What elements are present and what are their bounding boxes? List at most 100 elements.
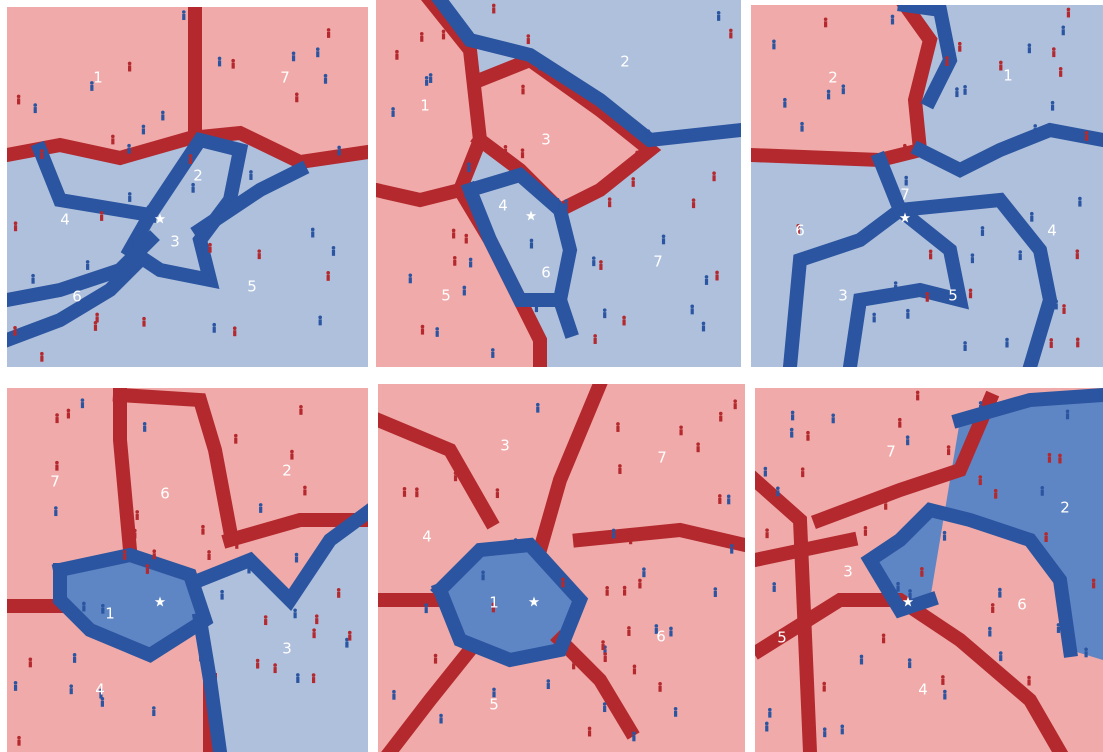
voter-head — [998, 588, 1002, 592]
voter-body — [327, 32, 330, 38]
voter-head — [521, 85, 525, 89]
voter-body — [538, 64, 541, 70]
district-label: 7 — [50, 473, 60, 491]
voter-head — [161, 111, 165, 115]
voter-body — [338, 149, 341, 155]
voter-head — [908, 658, 912, 662]
voter-body — [290, 454, 293, 460]
voter-body — [54, 510, 57, 516]
voter-head — [991, 603, 995, 607]
voter-head — [111, 135, 115, 139]
voter-body — [719, 416, 722, 422]
voter-body — [40, 153, 43, 159]
voter-head — [1058, 454, 1062, 458]
voter-body — [436, 331, 439, 337]
district-label: 3 — [843, 563, 853, 581]
district-label: 3 — [282, 640, 292, 658]
voter-head — [925, 292, 929, 296]
voter-body — [1085, 135, 1088, 141]
voter-head — [679, 425, 683, 429]
voter-head — [1044, 532, 1048, 536]
voter-head — [327, 28, 331, 32]
voter-body — [491, 352, 494, 358]
voter-head — [772, 582, 776, 586]
voter-head — [40, 352, 44, 356]
district-label: 7 — [280, 69, 290, 87]
voter-head — [669, 627, 673, 631]
voter-body — [1084, 651, 1087, 657]
voter-body — [806, 435, 809, 441]
voter-body — [999, 655, 1002, 661]
voter-head — [392, 690, 396, 694]
voter-head — [801, 467, 805, 471]
voter-head — [981, 226, 985, 230]
voter-body — [792, 328, 795, 334]
voter-head — [95, 313, 99, 317]
voter-body — [425, 80, 428, 86]
map-panel: 2176435 — [751, 5, 1103, 367]
voter-head — [768, 708, 772, 712]
voter-head — [312, 628, 316, 632]
voter-body — [622, 319, 625, 325]
voter-head — [133, 529, 137, 533]
voter-body — [128, 196, 131, 202]
voter-body — [941, 679, 944, 685]
voter-body — [929, 253, 932, 259]
voter-head — [906, 435, 910, 439]
voter-body — [191, 70, 194, 76]
voter-body — [1041, 490, 1044, 496]
voter-head — [631, 177, 635, 181]
voter-head — [1092, 579, 1096, 583]
voter-body — [588, 730, 591, 736]
voter-head — [33, 103, 37, 107]
voter-head — [469, 258, 473, 262]
voter-head — [1049, 338, 1053, 342]
voter-body — [1076, 341, 1079, 347]
voter-head — [316, 47, 320, 51]
voter-body — [712, 175, 715, 181]
voter-head — [1076, 338, 1080, 342]
voter-body — [603, 312, 606, 318]
voter-body — [86, 264, 89, 270]
voter-head — [943, 690, 947, 694]
voter-body — [415, 491, 418, 497]
voter-head — [894, 281, 898, 285]
voter-body — [345, 642, 348, 648]
voter-body — [627, 630, 630, 636]
voter-body — [55, 465, 58, 471]
voter-head — [191, 66, 195, 70]
voter-head — [800, 122, 804, 126]
voter-head — [439, 714, 443, 718]
voter-body — [1050, 342, 1053, 348]
voter-head — [705, 275, 709, 279]
voter-head — [1062, 304, 1066, 308]
voter-head — [638, 579, 642, 583]
voter-head — [969, 288, 973, 292]
voter-body — [1055, 303, 1058, 309]
voter-head — [299, 405, 303, 409]
voter-head — [588, 727, 592, 731]
voter-head — [292, 51, 296, 55]
figure: 172436521346752176435762134374165723564 — [0, 0, 1103, 752]
voter-head — [955, 87, 959, 91]
voter-body — [692, 202, 695, 208]
district-label: 1 — [105, 605, 115, 623]
voter-head — [561, 578, 565, 582]
district-label: 1 — [1003, 67, 1013, 85]
voter-head — [425, 76, 429, 80]
voter-head — [608, 197, 612, 201]
voter-head — [220, 590, 224, 594]
voter-body — [274, 667, 277, 673]
voter-body — [903, 148, 906, 154]
voter-body — [296, 677, 299, 683]
voter-body — [81, 402, 84, 408]
voter-body — [955, 91, 958, 97]
voter-body — [258, 253, 261, 259]
voter-body — [14, 225, 17, 231]
voter-head — [941, 675, 945, 679]
voter-head — [908, 589, 912, 593]
voter-head — [963, 85, 967, 89]
voter-body — [259, 507, 262, 513]
voter-body — [718, 498, 721, 504]
voter-body — [218, 60, 221, 66]
